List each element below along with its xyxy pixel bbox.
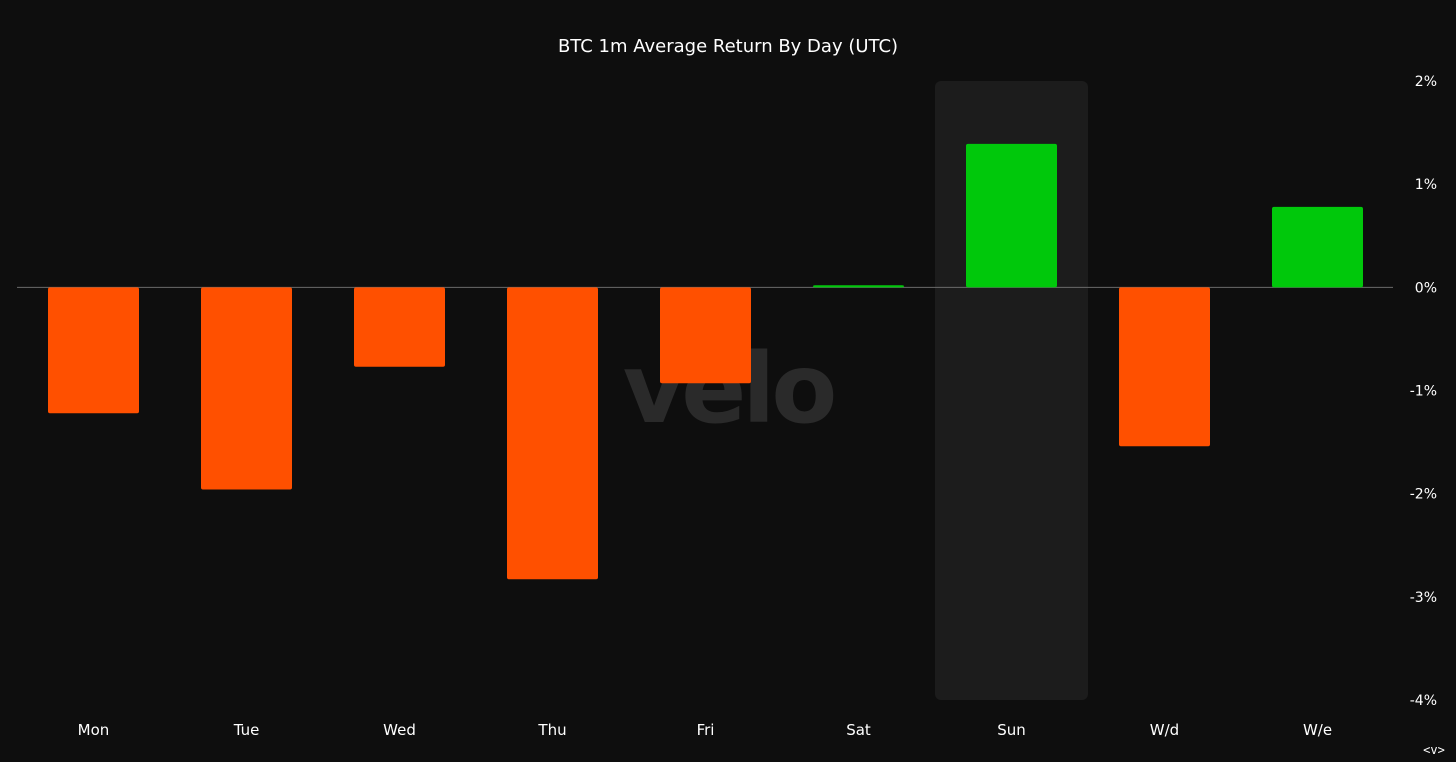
y-axis-tick-labels: 2% 1% 0% -1% -2% -3% -4% [1410, 74, 1437, 709]
category-label-tue: Tue [233, 721, 260, 739]
category-labels-group: Mon Tue Wed Thu Fri Sat Sun W/d W/e [78, 721, 1332, 739]
category-label-wd: W/d [1150, 721, 1179, 739]
bar-wd[interactable] [1119, 287, 1210, 447]
category-label-we: W/e [1303, 721, 1332, 739]
y-tick-label: 0% [1415, 280, 1437, 296]
category-label-wed: Wed [383, 721, 416, 739]
bar-sun[interactable] [966, 143, 1057, 288]
bar-sat[interactable] [813, 285, 904, 288]
category-label-mon: Mon [78, 721, 110, 739]
category-label-thu: Thu [537, 721, 566, 739]
y-tick-label: -3% [1410, 590, 1437, 606]
bar-wed[interactable] [354, 287, 445, 367]
y-tick-label: -4% [1410, 693, 1437, 709]
bars-group [48, 143, 1363, 580]
category-label-sun: Sun [997, 721, 1026, 739]
bar-thu[interactable] [507, 287, 598, 580]
y-tick-label: -2% [1410, 487, 1437, 503]
bar-fri[interactable] [660, 287, 751, 384]
category-label-fri: Fri [697, 721, 715, 739]
y-tick-label: 1% [1415, 177, 1437, 193]
bar-mon[interactable] [48, 287, 139, 414]
category-label-sat: Sat [846, 721, 871, 739]
bar-tue[interactable] [201, 287, 292, 490]
y-tick-label: -1% [1410, 384, 1437, 400]
nav-control-icon[interactable]: <v> [1423, 743, 1445, 757]
chart-title: BTC 1m Average Return By Day (UTC) [558, 36, 898, 57]
bar-we[interactable] [1272, 206, 1363, 288]
y-tick-label: 2% [1415, 74, 1437, 90]
